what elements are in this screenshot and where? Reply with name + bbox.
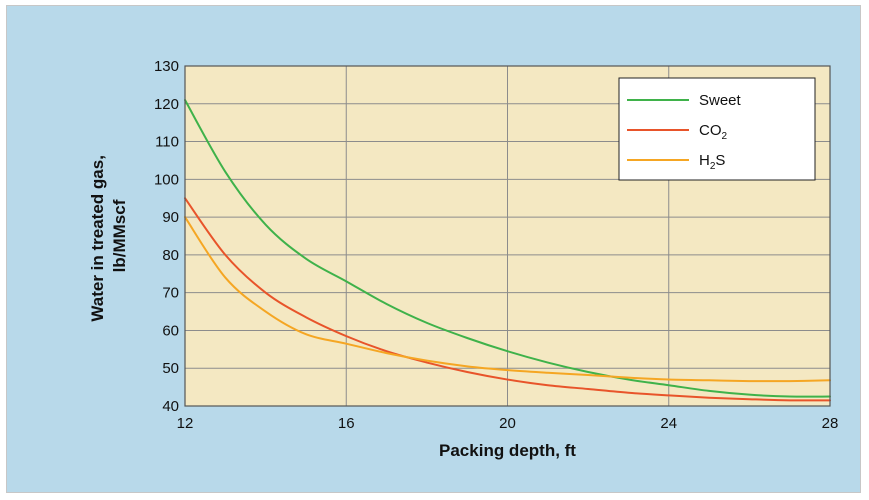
x-tick-labels: 12 16 20 24 28 (177, 415, 839, 432)
legend-item-co2: CO2 (627, 122, 728, 142)
x-tick-label: 12 (177, 415, 194, 432)
legend-label: H2S (699, 152, 725, 172)
x-tick-label: 16 (338, 415, 355, 432)
chart-frame: 40 50 60 70 80 90 100 110 120 130 12 16 20 24 28 Pack… (6, 5, 861, 493)
line-chart: 40 50 60 70 80 90 100 110 120 130 12 16 20 24 28 Pack… (88, 58, 839, 460)
y-tick-label: 70 (162, 285, 179, 302)
y-tick-label: 130 (154, 58, 179, 75)
y-tick-label: 80 (162, 247, 179, 264)
legend-label: CO2 (699, 122, 728, 142)
series-line-h2s (184, 216, 831, 383)
legend-item-sweet: Sweet (627, 92, 742, 109)
y-tick-label: 40 (162, 398, 179, 415)
series-line-co2 (184, 197, 831, 402)
y-axis-title: Water in treated gas, lb/MMscf (88, 150, 129, 321)
plot-border (184, 65, 831, 407)
y-tick-label: 50 (162, 360, 179, 377)
legend-label: Sweet (699, 92, 742, 109)
y-tick-label: 120 (154, 96, 179, 113)
x-tick-label: 24 (660, 415, 677, 432)
series-lines (184, 99, 831, 402)
legend-item-h2s: H2S (627, 152, 725, 172)
legend: Sweet CO2 H2S (618, 77, 816, 181)
y-tick-label: 60 (162, 322, 179, 339)
y-tick-label: 90 (162, 209, 179, 226)
x-tick-label: 20 (499, 415, 516, 432)
x-tick-label: 28 (822, 415, 839, 432)
y-tick-label: 100 (154, 171, 179, 188)
y-axis-title-line-2: lb/MMscf (110, 199, 129, 272)
y-tick-labels: 40 50 60 70 80 90 100 110 120 130 (154, 58, 179, 415)
x-axis-title: Packing depth, ft (439, 441, 576, 460)
y-tick-label: 110 (155, 134, 179, 151)
y-axis-title-line-1: Water in treated gas, (88, 155, 107, 322)
series-line-sweet (184, 99, 831, 398)
